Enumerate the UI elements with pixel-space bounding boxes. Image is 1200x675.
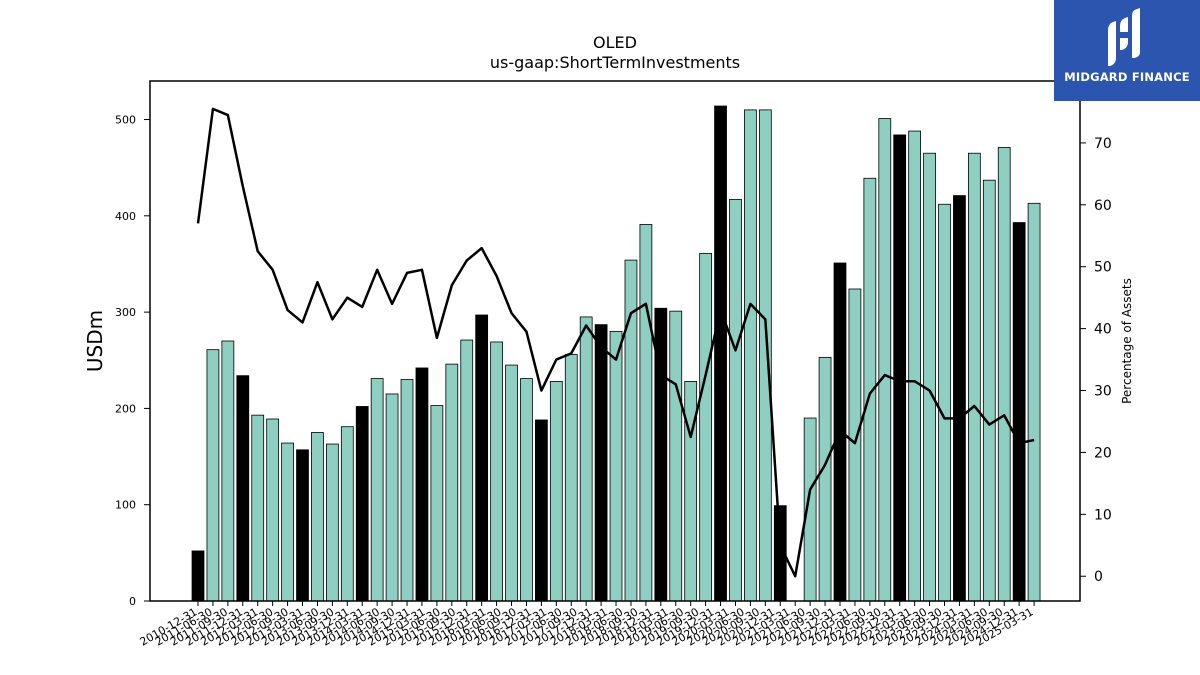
bar	[385, 393, 399, 602]
bar	[490, 341, 503, 602]
bar	[415, 367, 429, 602]
bar	[579, 316, 593, 602]
bar	[400, 379, 414, 602]
y-right-tick-label: 60	[1094, 198, 1112, 214]
logo-mark-icon	[1108, 8, 1140, 66]
bar	[699, 252, 712, 602]
bar	[818, 356, 832, 602]
bar	[281, 442, 294, 602]
bar	[549, 381, 563, 602]
right-axis-ticks: 0 10 20 30 40 50 60 70	[1080, 136, 1112, 585]
chart-title: OLED	[593, 33, 637, 52]
bar	[445, 363, 459, 602]
y-right-tick-label: 0	[1094, 569, 1103, 585]
plot-frame	[149, 80, 1081, 602]
bar	[236, 375, 250, 602]
bar	[1012, 222, 1026, 602]
bar	[893, 134, 907, 602]
percentage-line	[196, 107, 1035, 578]
bar	[729, 199, 742, 602]
bar	[639, 224, 653, 602]
bar	[370, 378, 384, 602]
y-tick-label: 200	[115, 402, 136, 415]
x-axis-ticks: 2010-12-312011-06-302011-09-302011-12-31…	[138, 601, 1036, 649]
bar	[340, 426, 354, 602]
y-axis-label: USDm	[83, 310, 107, 372]
left-axis-ticks: 0 100 200 300 400 500	[115, 114, 150, 608]
bar	[325, 443, 339, 602]
bar	[460, 339, 474, 602]
bar	[505, 364, 518, 602]
bar	[923, 152, 936, 602]
bar	[1027, 202, 1041, 602]
bar	[475, 314, 489, 602]
bar	[744, 109, 757, 602]
bar	[191, 550, 205, 602]
bar	[355, 406, 369, 602]
bar-series	[191, 105, 1041, 602]
bar	[520, 378, 533, 602]
bar	[311, 432, 324, 602]
midgard-finance-logo: MIDGARD FINANCE	[1054, 0, 1200, 101]
y-right-tick-label: 70	[1094, 136, 1112, 152]
y-tick-label: 0	[129, 595, 136, 608]
bar	[848, 288, 862, 602]
bar	[878, 118, 892, 602]
y-tick-label: 300	[115, 306, 136, 319]
y-tick-label: 100	[115, 499, 136, 512]
bar	[594, 324, 608, 602]
bar	[206, 349, 220, 602]
y-right-tick-label: 10	[1094, 507, 1112, 523]
chart-subtitle: us-gaap:ShortTermInvestments	[490, 53, 740, 72]
bar	[266, 418, 280, 602]
bar	[967, 152, 981, 602]
bar	[609, 330, 623, 602]
bar	[296, 449, 309, 602]
y-tick-label: 500	[115, 114, 136, 127]
y-right-tick-label: 50	[1094, 260, 1112, 276]
y-right-tick-label: 20	[1094, 445, 1112, 461]
bar	[221, 340, 235, 602]
bar	[982, 179, 996, 602]
bar	[535, 419, 548, 602]
bar	[430, 405, 444, 602]
bar	[908, 130, 922, 602]
bar	[564, 354, 578, 602]
bar	[669, 310, 683, 602]
y-tick-label: 400	[115, 210, 136, 223]
bar	[938, 203, 951, 602]
bar	[997, 147, 1011, 602]
bar	[953, 195, 966, 602]
bar	[251, 414, 265, 602]
percentage-line-series	[196, 107, 1035, 578]
logo-text: MIDGARD FINANCE	[1064, 70, 1190, 84]
y-right-tick-label: 40	[1094, 322, 1112, 338]
bar	[758, 109, 772, 602]
y-axis-right-label: Percentage of Assets	[1120, 278, 1134, 404]
y-right-tick-label: 30	[1094, 384, 1112, 400]
bar	[714, 105, 727, 602]
